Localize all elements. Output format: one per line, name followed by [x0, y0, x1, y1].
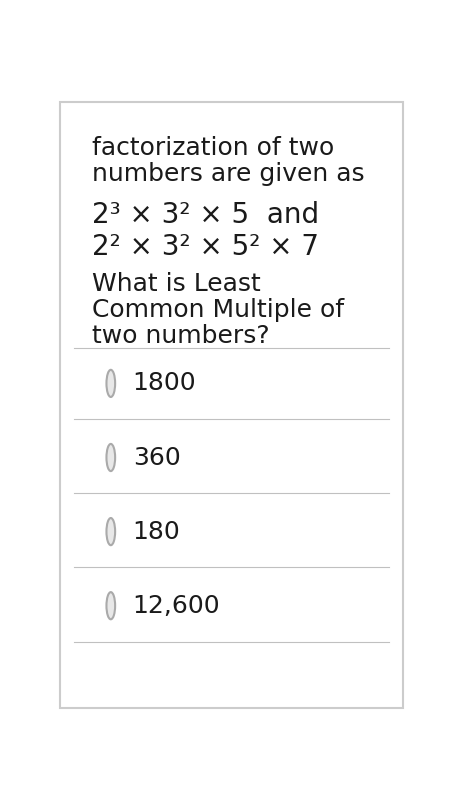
FancyBboxPatch shape [60, 103, 402, 707]
Ellipse shape [106, 518, 115, 545]
Text: numbers are given as: numbers are given as [91, 162, 364, 186]
Ellipse shape [106, 370, 115, 397]
Text: Common Multiple of: Common Multiple of [91, 298, 343, 322]
Text: factorization of two: factorization of two [91, 136, 333, 160]
Text: What is Least: What is Least [91, 272, 260, 296]
Text: 2² × 3² × 5² × 7: 2² × 3² × 5² × 7 [91, 233, 318, 261]
Text: two numbers?: two numbers? [91, 324, 268, 348]
Ellipse shape [106, 592, 115, 619]
Text: 360: 360 [132, 445, 180, 469]
Text: 1800: 1800 [132, 371, 196, 395]
Text: 180: 180 [132, 520, 180, 544]
Text: 2³ × 3² × 5  and: 2³ × 3² × 5 and [91, 201, 318, 229]
Ellipse shape [106, 444, 115, 471]
Text: 12,600: 12,600 [132, 593, 220, 618]
